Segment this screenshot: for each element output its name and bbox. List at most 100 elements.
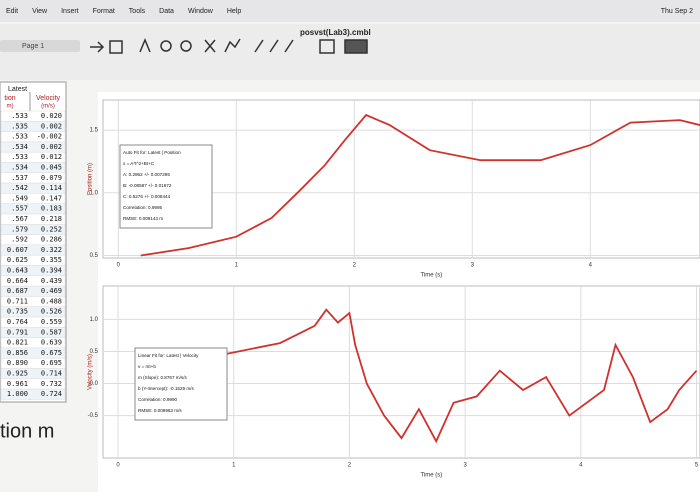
fit-box bbox=[119, 144, 213, 229]
fit-line: Auto Fit for: Latest | Position bbox=[123, 150, 181, 155]
table-cell: 0.764 bbox=[7, 318, 28, 326]
fit-line: b (Y-Intercept): -0.1529 m/s bbox=[138, 386, 194, 391]
y-tick-label: 1.0 bbox=[90, 190, 99, 196]
x-tick-label: 4 bbox=[579, 463, 583, 469]
table-cell: .534 bbox=[11, 143, 28, 151]
table-cell: 0.002 bbox=[41, 122, 62, 130]
table-cell: 0.002 bbox=[41, 143, 62, 151]
table-cell: 0.961 bbox=[7, 380, 28, 388]
menu-item[interactable]: Insert bbox=[61, 8, 79, 15]
x-tick-label: 3 bbox=[463, 463, 467, 469]
fit-box bbox=[134, 347, 228, 421]
y-tick-label: 1.0 bbox=[90, 317, 99, 323]
table-cell: .537 bbox=[11, 174, 28, 182]
x-tick-label: 4 bbox=[589, 263, 593, 269]
x-tick-label: 3 bbox=[471, 263, 475, 269]
x-tick-label: 2 bbox=[348, 463, 352, 469]
x-tick-label: 2 bbox=[353, 263, 357, 269]
table-cell: 0.114 bbox=[41, 184, 62, 192]
x-axis-label: Time (s) bbox=[420, 273, 442, 279]
window-title: posvst(Lab3).cmbl bbox=[300, 28, 371, 37]
y-tick-label: 0.0 bbox=[90, 381, 99, 387]
table-cell: 1.000 bbox=[7, 390, 28, 398]
fit-line: RMSE: 0.009143 m bbox=[123, 216, 163, 221]
fit-line: RMSE: 0.009963 m/s bbox=[138, 408, 182, 413]
table-cell: 0.286 bbox=[41, 236, 62, 244]
table-cell: 0.322 bbox=[41, 246, 62, 254]
menu-item[interactable]: Window bbox=[188, 8, 214, 15]
table-cell: 0.012 bbox=[41, 153, 62, 161]
table-title: Latest bbox=[8, 86, 27, 93]
table-cell: 0.714 bbox=[41, 370, 62, 378]
table-cell: .535 bbox=[11, 122, 28, 130]
table-cell: 0.607 bbox=[7, 246, 28, 254]
table-unit: m) bbox=[7, 104, 14, 110]
x-tick-label: 1 bbox=[232, 463, 236, 469]
table-cell: 0.252 bbox=[41, 225, 62, 233]
data-line bbox=[140, 113, 700, 257]
table-cell: 0.394 bbox=[41, 267, 62, 275]
menu-item[interactable]: Help bbox=[227, 8, 242, 15]
table-cell: 0.695 bbox=[41, 359, 62, 367]
menu-item[interactable]: Tools bbox=[129, 8, 146, 15]
clock: Thu Sep 2 bbox=[661, 8, 693, 15]
table-row bbox=[0, 388, 66, 400]
x-tick-label: 0 bbox=[116, 463, 120, 469]
fit-line: Correlation: 0.9995 bbox=[123, 205, 163, 210]
fit-line: m (Slope): 0.8767 m/s/s bbox=[138, 375, 187, 380]
x-tick-label: 5 bbox=[695, 463, 699, 469]
table-cell: .533 bbox=[11, 153, 28, 161]
table-cell: -0.002 bbox=[37, 133, 62, 141]
fit-line: x = A*t^2+Bt+C bbox=[123, 161, 155, 166]
table-cell: .557 bbox=[11, 205, 28, 213]
table-cell: 0.020 bbox=[41, 112, 62, 120]
table-cell: 0.675 bbox=[41, 349, 62, 357]
table-cell: 0.355 bbox=[41, 256, 62, 264]
table-cell: 0.439 bbox=[41, 277, 62, 285]
table-cell: 0.856 bbox=[7, 349, 28, 357]
table-header: tion bbox=[4, 95, 15, 102]
table-cell: 0.735 bbox=[7, 308, 28, 316]
table-cell: .542 bbox=[11, 184, 28, 192]
y-axis-label: Velocity (m/s) bbox=[88, 354, 94, 390]
menu-item[interactable]: Data bbox=[159, 8, 174, 15]
table-cell: 0.079 bbox=[41, 174, 62, 182]
table-cell: 0.526 bbox=[41, 308, 62, 316]
table-cell: .579 bbox=[11, 225, 28, 233]
page-selector[interactable] bbox=[0, 40, 80, 52]
fit-line: Linear Fit for: Latest | Velocity bbox=[138, 353, 199, 358]
table-cell: 0.587 bbox=[41, 328, 62, 336]
table-cell: 0.711 bbox=[7, 297, 28, 305]
table-cell: 0.664 bbox=[7, 277, 28, 285]
table-cell: 0.732 bbox=[41, 380, 62, 388]
y-tick-label: 1.5 bbox=[90, 128, 99, 134]
table-cell: 0.469 bbox=[41, 287, 62, 295]
fit-line: Correlation: 0.9990 bbox=[138, 397, 178, 402]
menu-item[interactable]: Format bbox=[93, 8, 115, 15]
table-cell: 0.488 bbox=[41, 297, 62, 305]
table-cell: .549 bbox=[11, 194, 28, 202]
table-cell: 0.183 bbox=[41, 205, 62, 213]
data-line bbox=[222, 308, 698, 444]
table-cell: 0.724 bbox=[41, 390, 62, 398]
menu-item[interactable]: Edit bbox=[6, 8, 18, 15]
table-cell: 0.890 bbox=[7, 359, 28, 367]
table-cell: .533 bbox=[11, 133, 28, 141]
y-tick-label: 0.5 bbox=[90, 253, 99, 259]
table-cell: 0.625 bbox=[7, 256, 28, 264]
x-axis-label: Time (s) bbox=[420, 473, 442, 479]
table-cell: .533 bbox=[11, 112, 28, 120]
table-cell: 0.687 bbox=[7, 287, 28, 295]
menu-item[interactable]: View bbox=[32, 8, 48, 15]
table-cell: 0.639 bbox=[41, 339, 62, 347]
table-header: Velocity bbox=[36, 95, 61, 102]
table-cell: .534 bbox=[11, 164, 28, 172]
fit-line: A: 0.2952 +/- 0.007295 bbox=[123, 172, 170, 177]
table-cell: 0.045 bbox=[41, 164, 62, 172]
page-label: Page 1 bbox=[22, 43, 44, 50]
table-unit: (m/s) bbox=[41, 104, 55, 110]
y-tick-label: -0.5 bbox=[88, 413, 99, 419]
table-cell: 0.147 bbox=[41, 194, 62, 202]
